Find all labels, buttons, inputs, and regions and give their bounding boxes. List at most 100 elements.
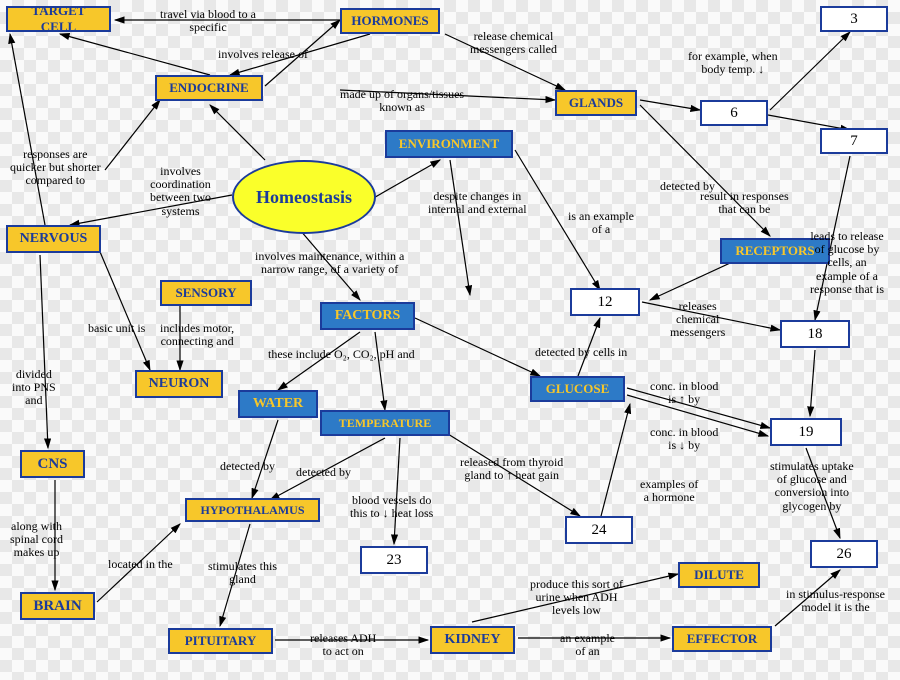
edge-arrow: [600, 404, 630, 520]
node-effector: EFFECTOR: [672, 626, 772, 652]
node-label: RECEPTORS: [735, 243, 814, 259]
node-sensory: SENSORY: [160, 280, 252, 306]
node-label: KIDNEY: [444, 632, 500, 648]
edge-label: releases chemical messengers: [670, 300, 725, 340]
edge-arrow: [394, 438, 400, 544]
edge-label: detected by: [296, 466, 351, 479]
node-b12: 12: [570, 288, 640, 316]
node-label: ENDOCRINE: [169, 80, 248, 96]
edge-label: stimulates this gland: [208, 560, 277, 586]
node-label: 7: [850, 133, 858, 150]
edge-arrow: [640, 100, 700, 110]
node-b3: 3: [820, 6, 888, 32]
edge-arrow: [810, 350, 815, 416]
edge-arrow: [210, 105, 265, 160]
node-label: GLUCOSE: [546, 381, 610, 397]
edge-label: for example, when body temp. ↓: [688, 50, 778, 76]
node-label: 3: [850, 11, 858, 28]
node-label: 19: [799, 424, 814, 441]
node-label: FACTORS: [335, 308, 401, 324]
node-label: 18: [808, 326, 823, 343]
edge-label: involves maintenance, within a narrow ra…: [255, 250, 404, 276]
node-nervous: NERVOUS: [6, 225, 101, 253]
node-label: SENSORY: [176, 285, 237, 301]
node-b24: 24: [565, 516, 633, 544]
edge-label: despite changes in internal and external: [428, 190, 527, 216]
node-kidney: KIDNEY: [430, 626, 515, 654]
edge-label: involves coordination between two system…: [150, 165, 211, 218]
edge-label: an example of an: [560, 632, 615, 658]
node-neuron: NEURON: [135, 370, 223, 398]
edge-label: involves release of: [218, 48, 308, 61]
edge-arrow: [375, 332, 385, 410]
edge-arrow: [10, 34, 45, 225]
edge-label: produce this sort of urine when ADH leve…: [530, 578, 623, 618]
node-water: WATER: [238, 390, 318, 418]
node-label: WATER: [253, 396, 303, 412]
node-endocrine: ENDOCRINE: [155, 75, 263, 101]
node-label: 24: [592, 522, 607, 539]
node-b7: 7: [820, 128, 888, 154]
edge-label: released from thyroid gland to ↑ heat ga…: [460, 456, 563, 482]
edge-label: conc. in blood is ↑ by: [650, 380, 718, 406]
edge-label: divided into PNS and: [12, 368, 56, 408]
center-label: Homeostasis: [256, 187, 352, 208]
edge-arrow: [40, 255, 48, 448]
edge-label: release chemical messengers called: [470, 30, 557, 56]
edge-label: includes motor, connecting and: [160, 322, 234, 348]
node-label: NEURON: [149, 376, 210, 392]
edge-arrow: [770, 32, 850, 110]
node-label: GLANDS: [569, 95, 623, 111]
edge-label: basic unit is: [88, 322, 145, 335]
node-hormones: HORMONES: [340, 8, 440, 34]
node-cns: CNS: [20, 450, 85, 478]
node-label: HYPOTHALAMUS: [200, 503, 304, 518]
edge-label: result in responses that can be: [700, 190, 789, 216]
node-hypothalamus: HYPOTHALAMUS: [185, 498, 320, 522]
node-brain: BRAIN: [20, 592, 95, 620]
edge-label: in stimulus-response model it is the: [786, 588, 885, 614]
node-label: PITUITARY: [185, 633, 257, 649]
node-label: TARGET CELL: [14, 3, 103, 35]
node-label: BRAIN: [33, 598, 81, 615]
edge-label: conc. in blood is ↓ by: [650, 426, 718, 452]
edge-label: located in the: [108, 558, 173, 571]
edge-label: responses are quicker but shorter compar…: [10, 148, 101, 188]
node-label: DILUTE: [694, 567, 744, 583]
edge-arrow: [450, 160, 470, 295]
edge-arrow: [415, 318, 540, 376]
node-glucose: GLUCOSE: [530, 376, 625, 402]
node-label: NERVOUS: [20, 231, 88, 247]
node-label: CNS: [37, 456, 67, 473]
node-b19: 19: [770, 418, 842, 446]
edge-label: blood vessels do this to ↓ heat loss: [350, 494, 433, 520]
edge-label: detected by cells in: [535, 346, 627, 359]
edge-arrow: [60, 34, 210, 75]
node-environment: ENVIRONMENT: [385, 130, 513, 158]
node-pituitary: PITUITARY: [168, 628, 273, 654]
node-b18: 18: [780, 320, 850, 348]
homeostasis-center-node: Homeostasis: [232, 160, 376, 234]
node-factors: FACTORS: [320, 302, 415, 330]
node-label: 23: [387, 552, 402, 569]
node-label: 12: [598, 294, 613, 311]
edge-label: stimulates uptake of glucose and convers…: [770, 460, 854, 513]
node-label: 26: [837, 546, 852, 563]
node-b6: 6: [700, 100, 768, 126]
edge-label: along with spinal cord makes up: [10, 520, 63, 560]
edge-label: detected by: [220, 460, 275, 473]
node-label: 6: [730, 105, 738, 122]
edge-arrow: [95, 240, 150, 370]
edge-label: made up of organs/tissues known as: [340, 88, 464, 114]
edge-label: examples of a hormone: [640, 478, 698, 504]
node-label: EFFECTOR: [687, 631, 758, 647]
edge-label: leads to release of glucose by cells, an…: [810, 230, 884, 296]
node-target: TARGET CELL: [6, 6, 111, 32]
edge-label: these include O₂, CO₂, pH and: [268, 348, 415, 361]
edge-label: is an example of a: [568, 210, 634, 236]
node-b23: 23: [360, 546, 428, 574]
node-glands: GLANDS: [555, 90, 637, 116]
edge-label: travel via blood to a specific: [160, 8, 256, 34]
node-label: ENVIRONMENT: [399, 136, 499, 152]
node-label: TEMPERATURE: [339, 416, 431, 431]
